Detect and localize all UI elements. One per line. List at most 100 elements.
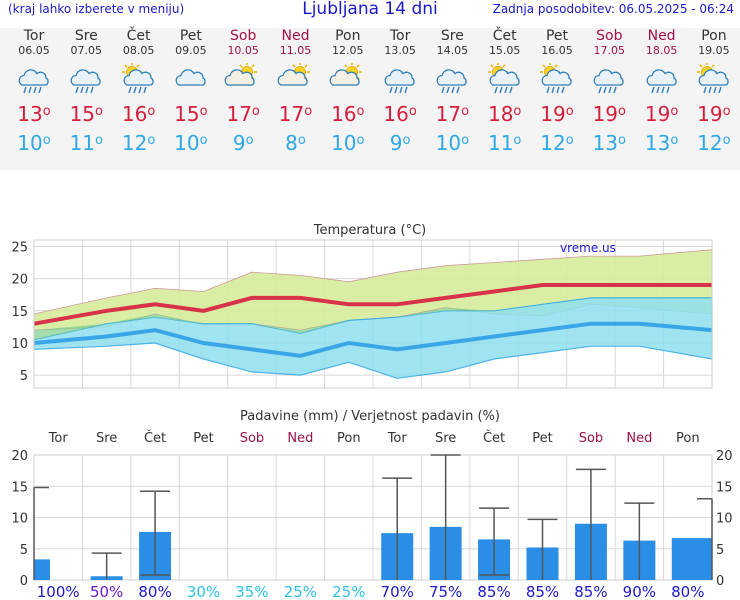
precip-day-label: Sob [240,431,264,446]
precip-day-label: Ned [287,431,313,446]
watermark: vreme.us [560,241,616,255]
precip-day-label: Sre [96,431,117,446]
precip-probability: 80% [138,583,171,600]
day-date: 17.05 [593,44,626,57]
precip-bar [34,559,50,580]
day-name: Sob [230,28,257,44]
rain-cloud-icon [593,69,625,94]
min-temp: 12o [540,131,574,155]
temp-tick-label: 10 [11,337,28,352]
rain-cloud-icon [70,69,102,94]
sun-cloud-icon [277,63,310,86]
precip-day-label: Pet [532,431,552,446]
precip-probability: 85% [574,583,607,600]
day-column: Pon 19.05 19o 12o [684,28,740,157]
precip-tick-label-right: 20 [716,449,733,464]
day-date: 11.05 [279,44,312,57]
min-temp-line [33,321,713,358]
max-temp: 16o [331,102,365,126]
precip-day-label: Sob [579,431,603,446]
band-overlap [34,297,712,340]
precip-day-label: Sre [435,431,456,446]
precip-probability: 50% [90,583,123,600]
precip-day-label: Pon [337,431,361,446]
precip-probability: 25% [284,583,317,600]
temp-tick-label: 20 [11,273,28,288]
precip-tick-label-left: 5 [20,543,28,558]
temperature-title: Temperatura (°C) [313,223,426,238]
day-name: Čet [126,28,151,44]
precip-day-label: Čet [144,430,166,446]
min-temp: 10o [174,131,208,155]
menu-hint[interactable]: (kraj lahko izberete v meniju) [8,2,185,16]
day-name: Sre [74,28,98,44]
day-date: 19.05 [698,44,730,57]
day-date: 07.05 [70,44,103,57]
precip-tick-label-left: 10 [11,512,28,527]
min-temp: 8o [285,131,306,155]
day-date: 08.05 [122,44,155,57]
max-temp-line [33,283,712,326]
sun-rain-cloud-icon [487,63,520,94]
min-temp: 10o [331,131,365,155]
day-column: Sob 17.05 19o 13o [579,28,639,157]
day-date: 18.05 [645,44,678,57]
min-temp: 12o [121,131,156,155]
precip-probability: 70% [381,583,414,600]
precip-tick-label-right: 10 [716,512,733,527]
rain-cloud-icon [436,69,468,94]
max-temp: 15o [174,102,208,126]
precip-day-label: Pet [193,431,213,446]
precip-day-label: Tor [387,431,408,446]
min-temp: 9o [232,131,254,155]
day-name: Sre [440,28,464,44]
precip-probability: 100% [37,583,80,600]
cloud-icon [175,69,206,86]
day-date: 13.05 [384,44,416,57]
max-temp: 19o [697,102,731,126]
day-date: 15.05 [488,44,521,57]
max-temp: 18o [487,102,522,126]
min-temp: 13o [644,131,679,155]
precip-probability: 90% [623,583,656,600]
temp-tick-label: 15 [11,305,28,320]
day-name: Ned [647,28,676,44]
min-temp: 9o [389,131,411,155]
max-temp: 15o [69,102,103,126]
precip-tick-label-left: 0 [20,574,28,589]
precip-tick-label-right: 5 [716,543,724,558]
max-temp: 19o [592,102,626,126]
day-column: Pet 09.05 15o 10o [161,28,221,157]
day-column: Tor 06.05 13o 10o [4,28,64,157]
last-updated: Zadnja posodobitev: 06.05.2025 - 06:24 [492,2,734,16]
precip-day-label: Ned [626,431,652,446]
precip-probability: 80% [671,583,704,600]
max-temp: 19o [540,102,574,126]
day-column: Ned 11.05 17o 8o [266,28,326,157]
precip-tick-label-right: 15 [716,480,733,495]
max-temp: 16o [383,102,417,126]
precip-day-label: Čet [483,430,505,446]
precip-bar [671,538,712,580]
day-name: Pon [701,28,727,44]
min-temp: 10o [435,131,470,155]
day-date: 09.05 [175,44,207,57]
precip-probability: 75% [429,583,462,600]
precip-probability: 85% [477,583,510,600]
day-date: 16.05 [541,44,573,57]
sun-cloud-icon [224,63,258,86]
precip-title: Padavine (mm) / Verjetnost padavin (%) [240,409,500,424]
day-column: Čet 08.05 16o 12o [109,28,169,157]
day-date: 12.05 [332,44,364,57]
day-column: Pet 16.05 19o 12o [527,28,587,157]
precip-tick-label-left: 15 [11,480,28,495]
day-date: 10.05 [227,44,259,57]
sun-rain-cloud-icon [696,63,729,94]
min-temp: 10o [17,131,51,155]
max-temp: 16o [121,102,156,126]
day-column: Sre 07.05 15o 11o [56,28,116,157]
day-name: Čet [492,28,517,44]
rain-cloud-icon [384,69,415,94]
day-date: 14.05 [436,44,469,57]
max-temp: 13o [17,102,51,126]
